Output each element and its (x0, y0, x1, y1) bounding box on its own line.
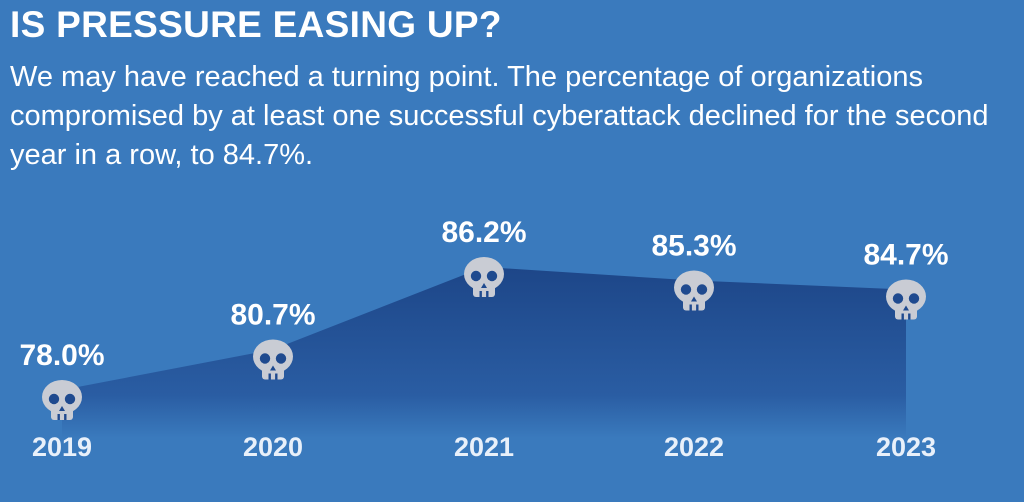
data-label: 86.2% (441, 216, 526, 249)
skull-icon (886, 279, 926, 320)
x-tick-label: 2022 (664, 432, 724, 462)
data-label: 78.0% (19, 339, 104, 372)
skull-icon (253, 339, 293, 380)
chart-subtitle: We may have reached a turning point. The… (10, 61, 989, 171)
data-label: 84.7% (863, 239, 948, 272)
x-tick-label: 2019 (32, 432, 92, 462)
data-label: 80.7% (230, 299, 315, 332)
skull-icon (464, 257, 504, 297)
x-tick-label: 2020 (243, 432, 303, 462)
skull-icon (42, 380, 82, 420)
x-tick-label: 2021 (454, 432, 514, 462)
data-label: 85.3% (651, 230, 736, 263)
chart-title: IS PRESSURE EASING UP? (10, 4, 502, 45)
x-tick-label: 2023 (876, 432, 936, 462)
skull-icon (674, 270, 714, 311)
